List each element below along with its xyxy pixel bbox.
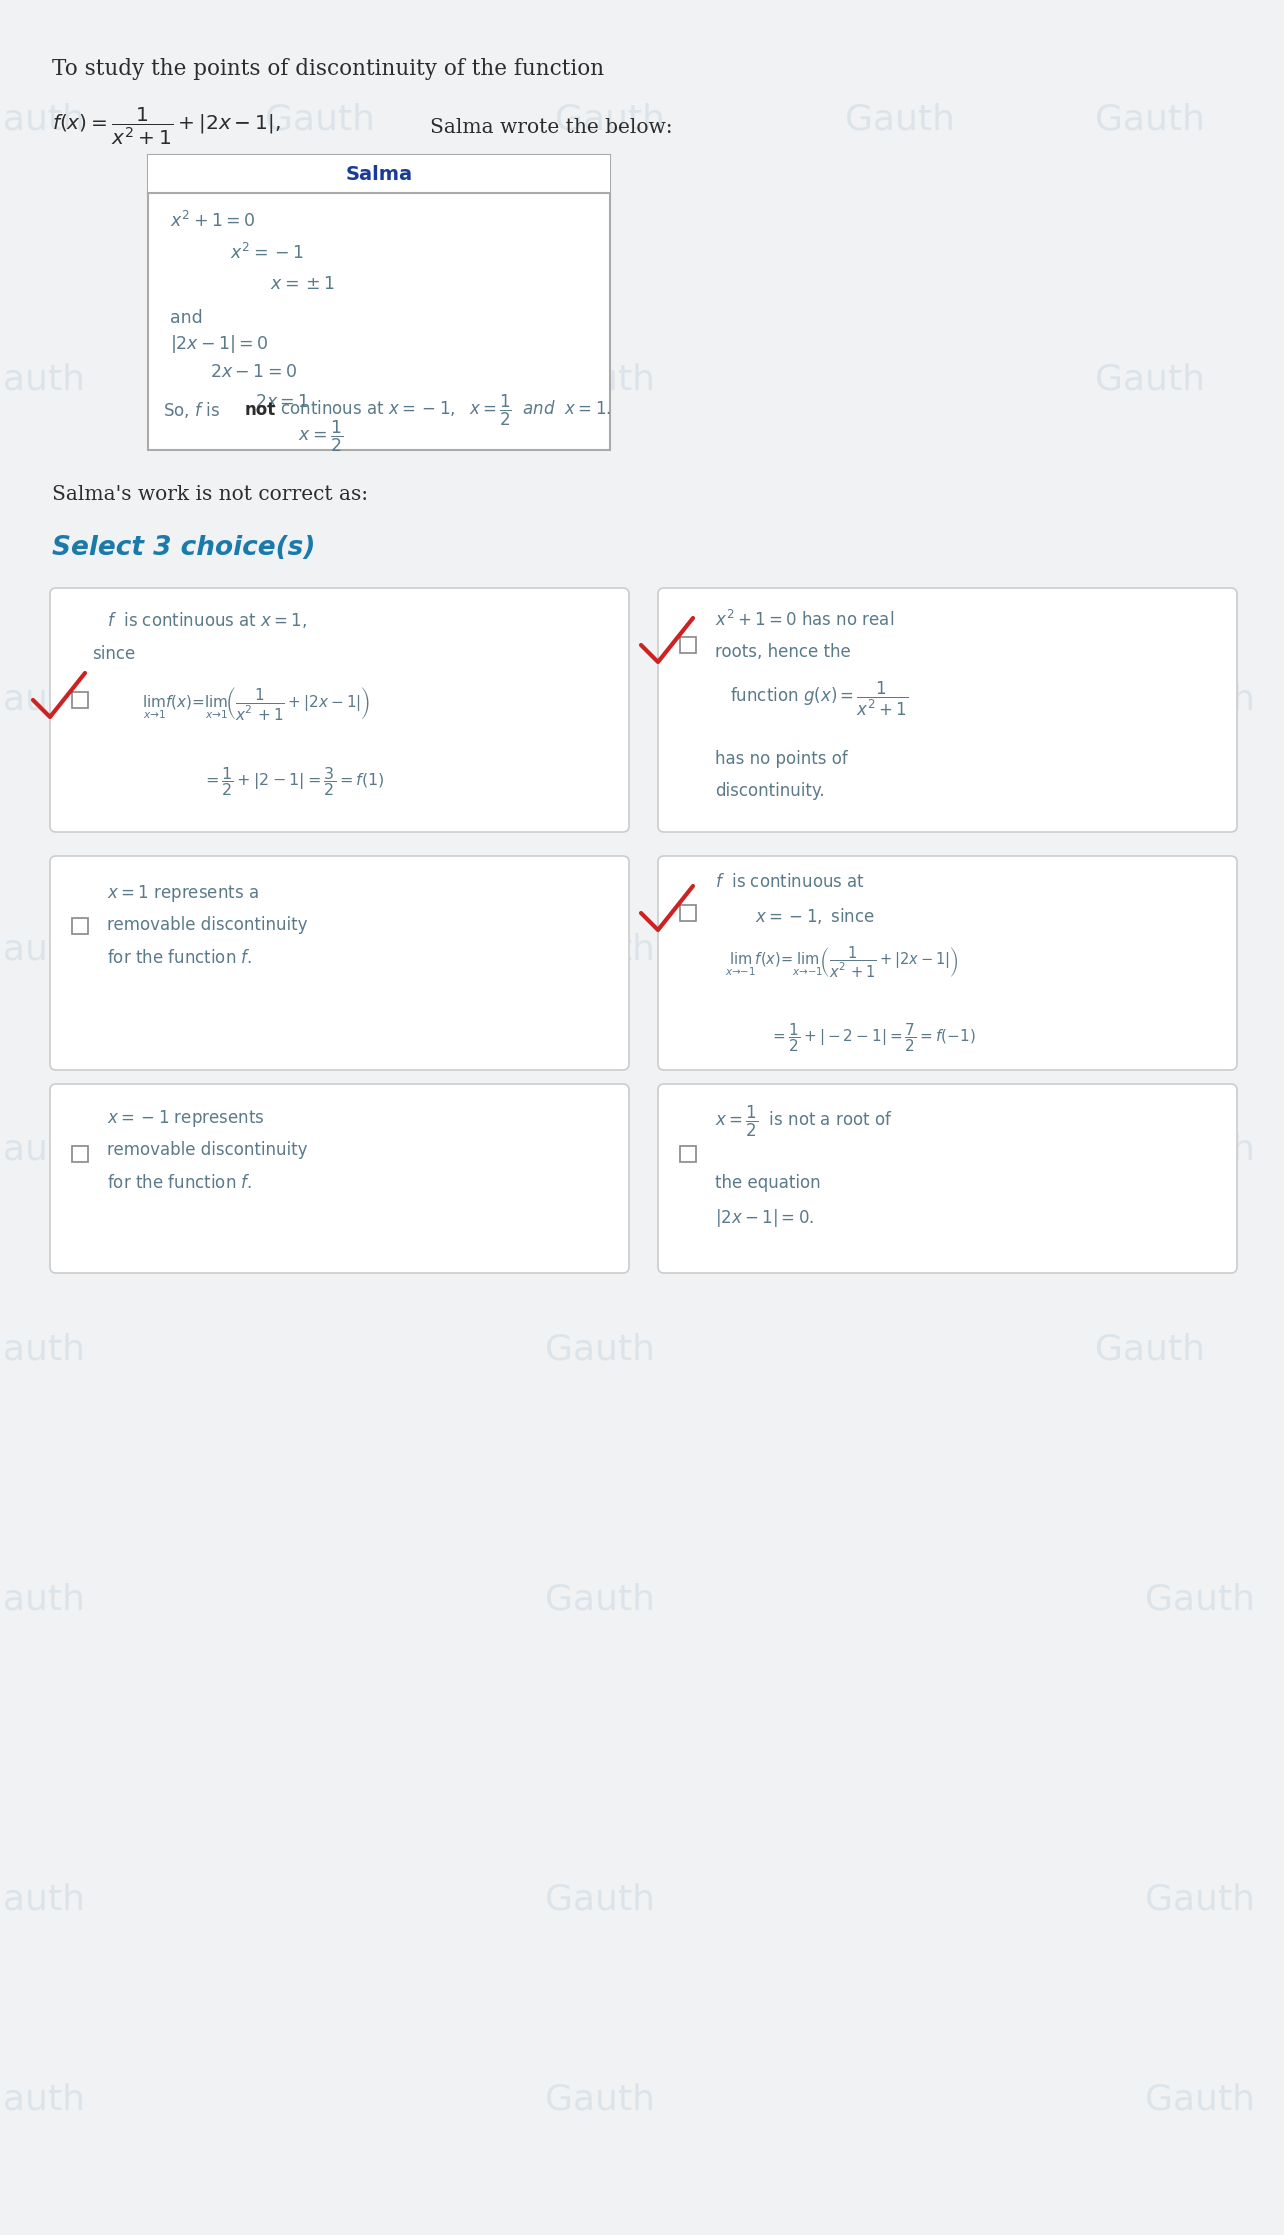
Text: Gauth: Gauth xyxy=(544,1884,655,1918)
Text: Gauth: Gauth xyxy=(1145,684,1254,717)
Text: Gauth: Gauth xyxy=(555,103,665,136)
Text: Gauth: Gauth xyxy=(1145,1884,1254,1918)
FancyBboxPatch shape xyxy=(657,1084,1236,1274)
Text: Gauth: Gauth xyxy=(0,684,85,717)
Text: $x = 1$ represents a: $x = 1$ represents a xyxy=(107,883,259,903)
Text: Gauth: Gauth xyxy=(265,684,375,717)
Text: and: and xyxy=(169,308,203,326)
Text: Gauth: Gauth xyxy=(0,1582,85,1616)
Text: $\lim_{x \to 1} f(x) = \lim_{x \to 1}\!\left(\dfrac{1}{x^2+1} + |2x-1|\right)$: $\lim_{x \to 1} f(x) = \lim_{x \to 1}\!\… xyxy=(143,684,370,722)
Text: $\lim_{x \to -1} f(x) = \lim_{x \to -1}\!\left(\dfrac{1}{x^2+1} + |2x-1|\right)$: $\lim_{x \to -1} f(x) = \lim_{x \to -1}\… xyxy=(725,945,959,981)
Text: roots, hence the: roots, hence the xyxy=(715,644,851,662)
Bar xyxy=(72,693,89,708)
Text: Gauth: Gauth xyxy=(0,1884,85,1918)
Text: Salma: Salma xyxy=(345,165,412,183)
Text: $= \dfrac{1}{2} + |-2 - 1| = \dfrac{7}{2} = f(-1)$: $= \dfrac{1}{2} + |-2 - 1| = \dfrac{7}{2… xyxy=(770,1021,976,1053)
Text: So, $f$ is: So, $f$ is xyxy=(163,400,221,420)
Text: Gauth: Gauth xyxy=(0,1332,85,1368)
Text: $x = -1,$ since: $x = -1,$ since xyxy=(755,905,874,925)
Text: removable discontinuity: removable discontinuity xyxy=(107,1142,307,1160)
Text: Gauth: Gauth xyxy=(0,103,85,136)
Text: Gauth: Gauth xyxy=(1095,362,1204,398)
Text: Select 3 choice(s): Select 3 choice(s) xyxy=(51,534,316,561)
Text: Gauth: Gauth xyxy=(0,932,85,968)
Bar xyxy=(72,1147,89,1162)
Text: Gauth: Gauth xyxy=(544,362,655,398)
Text: $x^2 + 1 = 0$ has no real: $x^2 + 1 = 0$ has no real xyxy=(715,610,894,630)
Text: Gauth: Gauth xyxy=(544,2083,655,2117)
Text: Gauth: Gauth xyxy=(1145,2083,1254,2117)
Bar xyxy=(681,637,696,653)
Text: $|2x - 1| = 0$: $|2x - 1| = 0$ xyxy=(169,333,268,355)
Bar xyxy=(681,1147,696,1162)
Text: $x^2 + 1 = 0$: $x^2 + 1 = 0$ xyxy=(169,210,256,230)
Text: discontinuity.: discontinuity. xyxy=(715,782,824,800)
Bar xyxy=(681,905,696,921)
Text: Salma's work is not correct as:: Salma's work is not correct as: xyxy=(51,485,369,505)
Bar xyxy=(72,919,89,934)
FancyBboxPatch shape xyxy=(657,856,1236,1071)
Text: Gauth: Gauth xyxy=(845,684,955,717)
FancyBboxPatch shape xyxy=(50,856,629,1071)
Text: $x = \dfrac{1}{2}$: $x = \dfrac{1}{2}$ xyxy=(298,418,343,454)
Bar xyxy=(148,154,610,449)
Text: removable discontinuity: removable discontinuity xyxy=(107,916,307,934)
FancyBboxPatch shape xyxy=(657,588,1236,831)
Text: Gauth: Gauth xyxy=(845,103,955,136)
Text: Salma wrote the below:: Salma wrote the below: xyxy=(430,118,673,136)
Text: $|2x - 1| = 0.$: $|2x - 1| = 0.$ xyxy=(715,1207,814,1229)
Text: function $g(x) = \dfrac{1}{x^2+1}$: function $g(x) = \dfrac{1}{x^2+1}$ xyxy=(731,679,909,717)
Text: Gauth: Gauth xyxy=(265,103,375,136)
Text: $x = \dfrac{1}{2}$  is not a root of: $x = \dfrac{1}{2}$ is not a root of xyxy=(715,1104,892,1140)
Text: $2x - 1 = 0$: $2x - 1 = 0$ xyxy=(211,362,297,380)
Text: Gauth: Gauth xyxy=(544,1332,655,1368)
Text: not: not xyxy=(245,400,276,418)
Text: Gauth: Gauth xyxy=(1095,932,1204,968)
Text: Gauth: Gauth xyxy=(1095,1332,1204,1368)
Text: Gauth: Gauth xyxy=(0,1133,85,1167)
Text: Gauth: Gauth xyxy=(544,1582,655,1616)
Bar xyxy=(148,154,610,192)
Text: To study the points of discontinuity of the function: To study the points of discontinuity of … xyxy=(51,58,605,80)
FancyBboxPatch shape xyxy=(50,1084,629,1274)
Text: Gauth: Gauth xyxy=(0,2083,85,2117)
Text: continous at $x = -1,\ \ x = \dfrac{1}{2}\ \ and\ \ x = 1.$: continous at $x = -1,\ \ x = \dfrac{1}{2… xyxy=(275,393,611,427)
Text: $x = \pm 1$: $x = \pm 1$ xyxy=(270,275,335,293)
Text: Gauth: Gauth xyxy=(1145,1582,1254,1616)
FancyBboxPatch shape xyxy=(50,588,629,831)
Text: Gauth: Gauth xyxy=(265,1133,375,1167)
Text: $x = -1$ represents: $x = -1$ represents xyxy=(107,1109,265,1129)
Text: $f$  is continuous at $x = 1,$: $f$ is continuous at $x = 1,$ xyxy=(107,610,307,630)
Text: since: since xyxy=(92,646,135,664)
Text: $2x = 1$: $2x = 1$ xyxy=(256,393,309,411)
Text: Gauth: Gauth xyxy=(0,362,85,398)
Text: for the function $f.$: for the function $f.$ xyxy=(107,950,252,968)
Text: for the function $f.$: for the function $f.$ xyxy=(107,1173,252,1191)
Text: $x^2 = -1$: $x^2 = -1$ xyxy=(230,244,304,264)
Text: Gauth: Gauth xyxy=(1145,1133,1254,1167)
Text: Gauth: Gauth xyxy=(1095,103,1204,136)
Text: has no points of: has no points of xyxy=(715,751,847,769)
Text: $= \dfrac{1}{2} + |2 - 1| = \dfrac{3}{2} = f(1)$: $= \dfrac{1}{2} + |2 - 1| = \dfrac{3}{2}… xyxy=(202,764,385,798)
Text: $f$  is continuous at: $f$ is continuous at xyxy=(715,874,865,892)
Text: Gauth: Gauth xyxy=(544,932,655,968)
Text: Gauth: Gauth xyxy=(845,1133,955,1167)
Text: $f(x) = \dfrac{1}{x^2+1} + |2x - 1|,$: $f(x) = \dfrac{1}{x^2+1} + |2x - 1|,$ xyxy=(51,105,281,148)
Text: the equation: the equation xyxy=(715,1173,820,1191)
